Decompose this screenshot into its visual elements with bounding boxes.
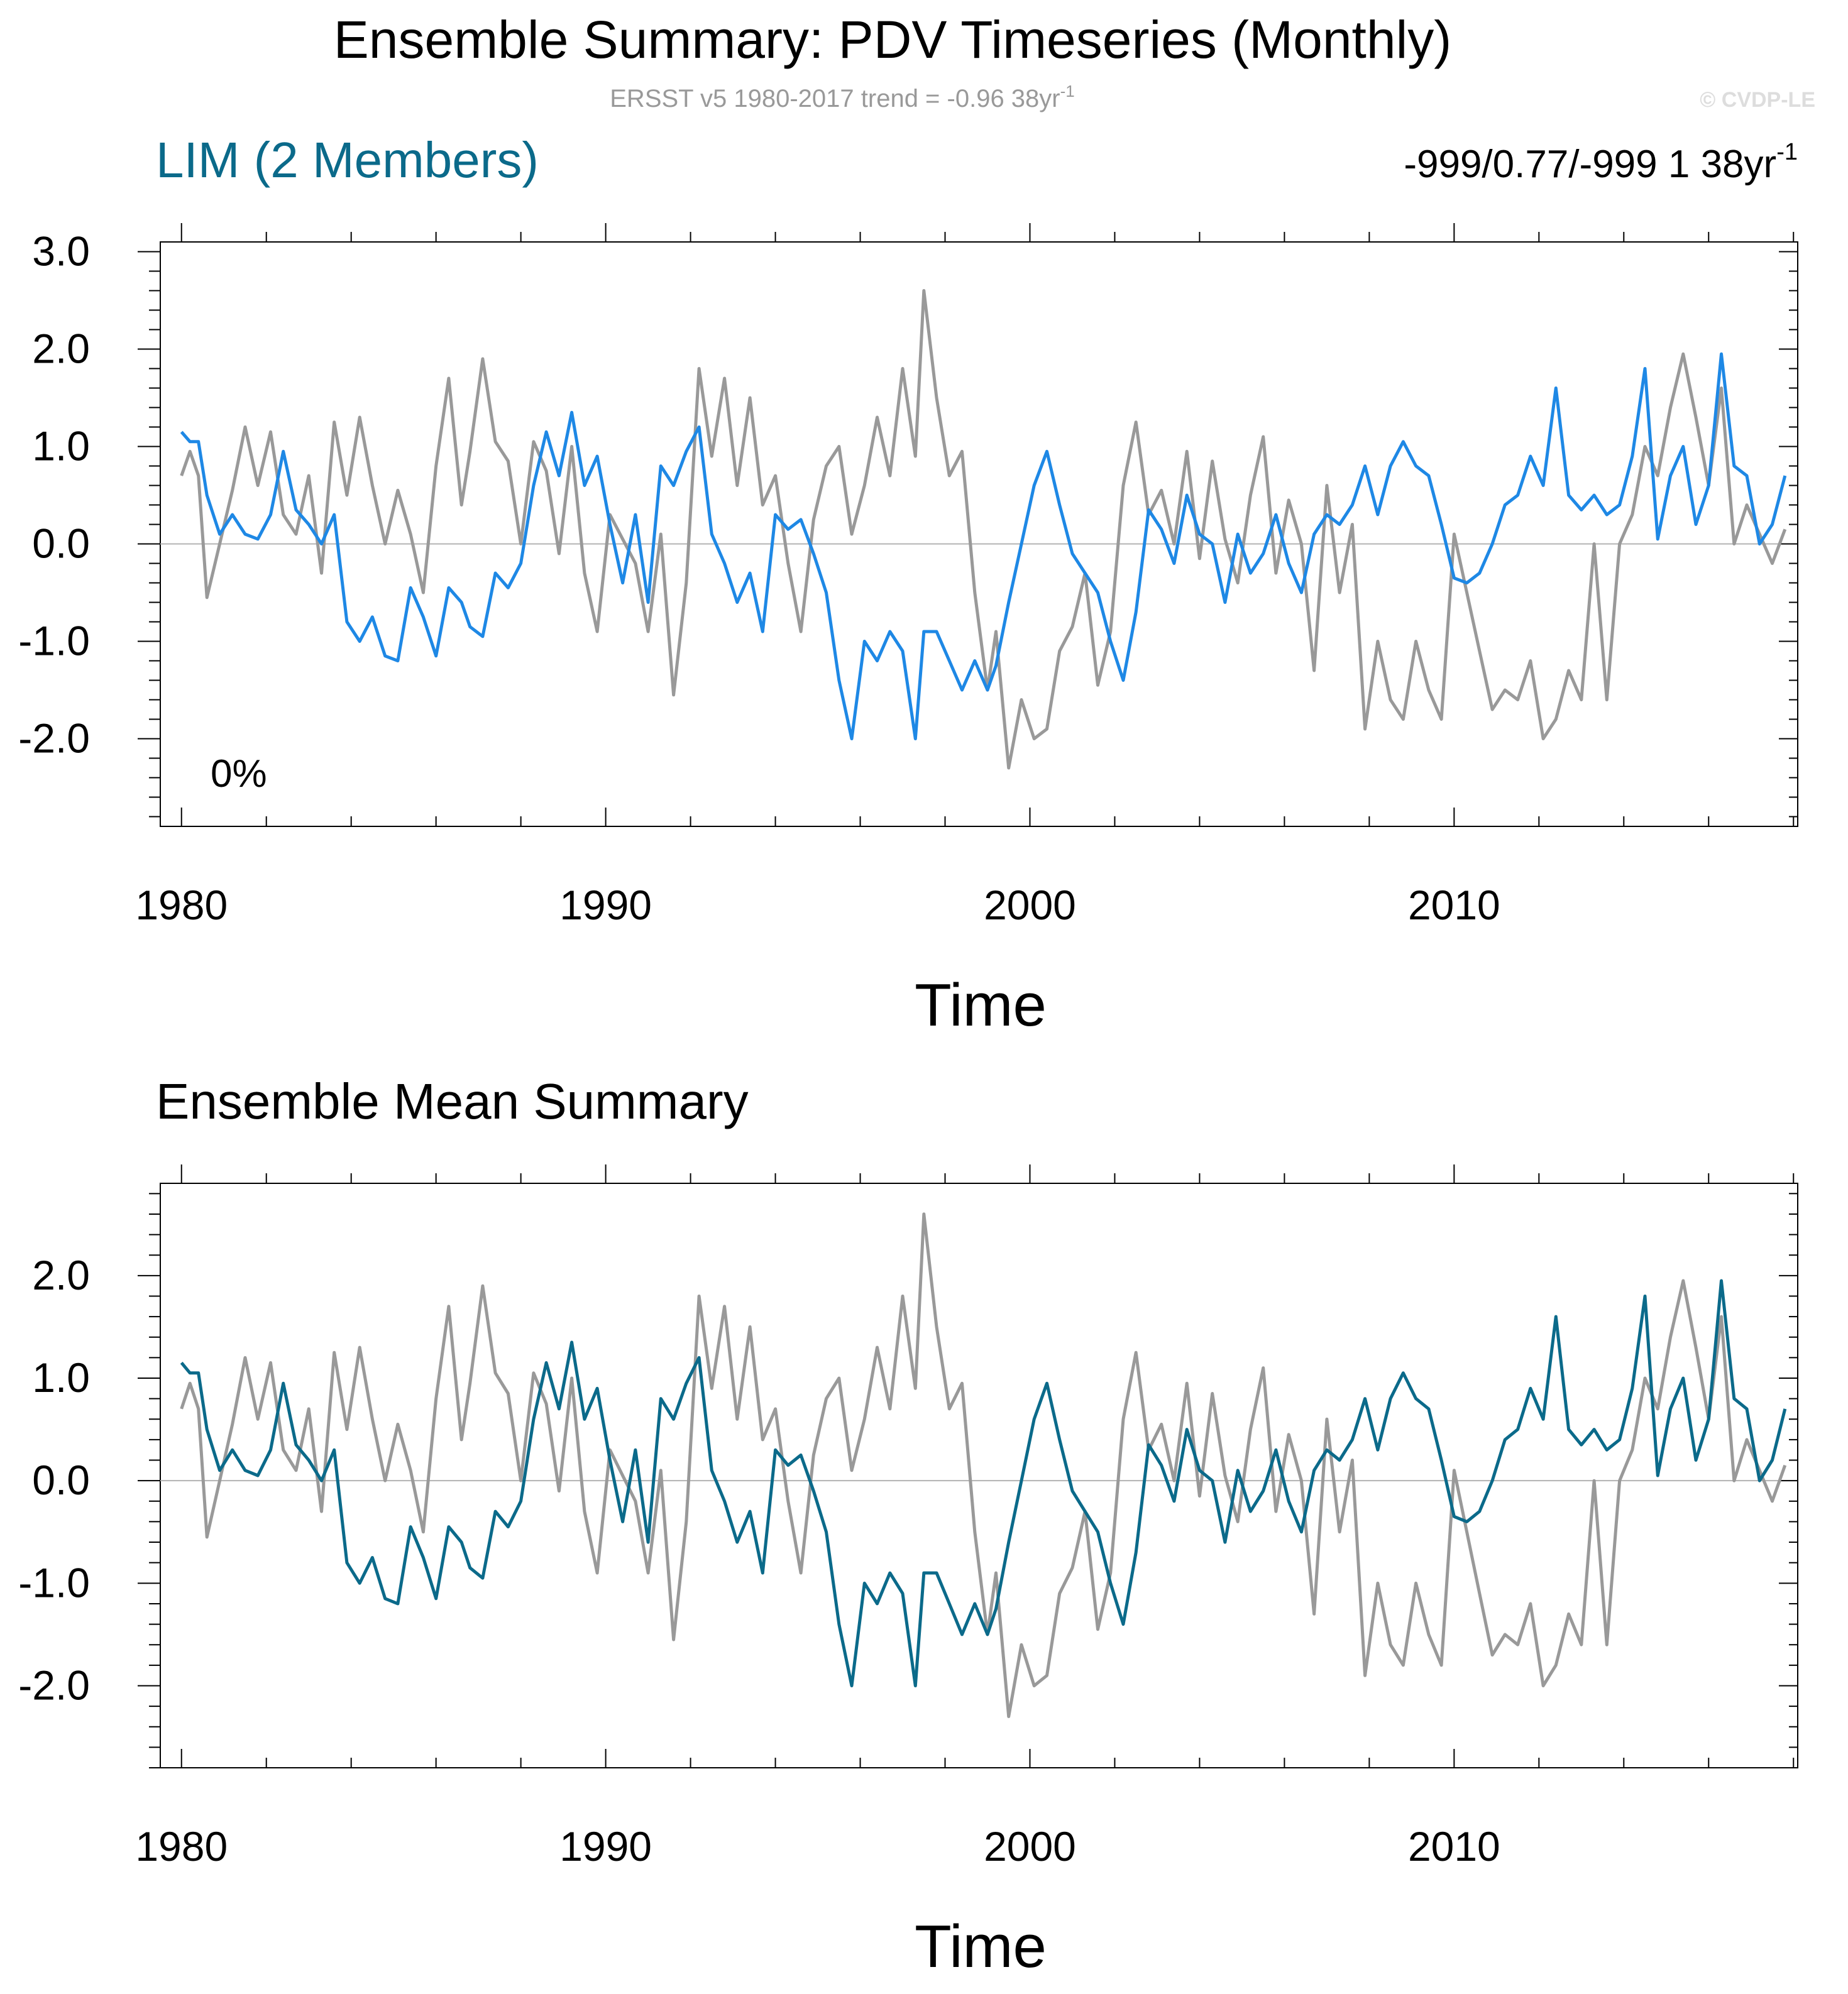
panel-1-y-tick-label: 0.0 [32,520,90,567]
panel-2-y-axis: -2.0 -1.0 0.0 1.0 2.0 [18,1193,1798,1768]
figure-subtitle: ERSST v5 1980-2017 trend = -0.96 38yr-1 [610,82,1075,112]
subtitle-main: ERSST v5 1980-2017 trend = -0.96 38yr [610,85,1060,112]
panel-2-obs-line [180,1212,1787,1718]
panel-1-y-axis: -2.0 -1.0 0.0 1.0 2.0 3.0 [18,228,1798,818]
panel-2-title: Ensemble Mean Summary [156,1073,749,1129]
panel-1-x-tick-label: 1980 [135,882,228,928]
panel-1-plot: 1980 1990 2000 2010 -2.0 -1.0 0.0 1.0 2.0 3.0 0% [18,223,1798,928]
panel-1-x-tick-label: 2000 [984,882,1076,928]
copyright-label: © CVDP-LE [1700,88,1815,112]
panel-1-stats-superscript: -1 [1776,139,1798,165]
panel-2-frame [160,1183,1798,1768]
panel-2-y-tick-label: -1.0 [18,1559,90,1606]
panel-2-x-tick-label: 1990 [559,1823,652,1870]
panel-2-y-tick-label: 2.0 [32,1252,90,1298]
panel-1-x-tick-label: 2010 [1408,882,1500,928]
panel-1-stats-main: -999/0.77/-999 1 38yr [1404,143,1776,186]
panel-2-x-tick-label: 2000 [984,1823,1076,1870]
panel-2-ensemble-mean-line [180,1279,1787,1687]
panel-1-x-axis-title: Time [915,972,1047,1039]
panel-1-y-tick-label: 3.0 [32,228,90,275]
panel-1-member-line [180,352,1787,740]
panel-1-x-tick-label: 1990 [559,882,652,928]
panel-2-y-tick-label: -2.0 [18,1662,90,1708]
panel-1-y-tick-label: 2.0 [32,326,90,372]
panel-1-percent-annotation: 0% [211,752,267,796]
panel-1-y-tick-label: -1.0 [18,618,90,664]
panel-1-title: LIM (2 Members) [156,132,539,188]
panel-1-obs-line [180,289,1787,770]
panel-2-x-tick-label: 2010 [1408,1823,1500,1870]
panel-1-y-tick-label: -2.0 [18,715,90,762]
panel-2-x-axis-title: Time [915,1913,1047,1980]
panel-2-plot: 1980 1990 2000 2010 -2.0 -1.0 0.0 1.0 2.0 [18,1164,1798,1870]
panel-1-x-axis: 1980 1990 2000 2010 [135,223,1795,928]
panel-2-y-tick-label: 1.0 [32,1354,90,1401]
panel-2-x-tick-label: 1980 [135,1823,228,1870]
panel-1-stats-label: -999/0.77/-999 1 38yr-1 [1404,139,1798,186]
panel-1-frame [160,241,1798,827]
panel-2-y-tick-label: 0.0 [32,1457,90,1503]
panel-2-x-axis: 1980 1990 2000 2010 [135,1164,1795,1870]
panel-1-y-tick-label: 1.0 [32,423,90,469]
subtitle-superscript: -1 [1060,82,1075,101]
figure-title: Ensemble Summary: PDV Timeseries (Monthl… [334,10,1451,69]
